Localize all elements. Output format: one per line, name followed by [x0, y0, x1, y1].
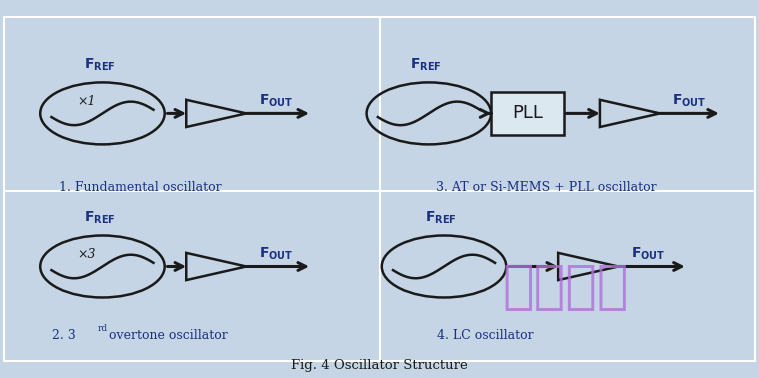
- Text: $\mathbf{F}_{\mathbf{OUT}}$: $\mathbf{F}_{\mathbf{OUT}}$: [631, 246, 665, 262]
- Text: $\mathbf{F}_{\mathbf{REF}}$: $\mathbf{F}_{\mathbf{REF}}$: [410, 57, 442, 73]
- Text: PLL: PLL: [512, 104, 543, 122]
- Text: rd: rd: [97, 324, 107, 333]
- Text: $\mathbf{F}_{\mathbf{REF}}$: $\mathbf{F}_{\mathbf{REF}}$: [425, 210, 457, 226]
- Text: 3. AT or Si-MEMS + PLL oscillator: 3. AT or Si-MEMS + PLL oscillator: [436, 181, 657, 194]
- Text: ×3: ×3: [77, 248, 96, 261]
- Text: $\mathbf{F}_{\mathbf{OUT}}$: $\mathbf{F}_{\mathbf{OUT}}$: [259, 246, 293, 262]
- Text: $\mathbf{F}_{\mathbf{REF}}$: $\mathbf{F}_{\mathbf{REF}}$: [83, 57, 115, 73]
- Text: Fig. 4 Oscillator Structure: Fig. 4 Oscillator Structure: [291, 359, 468, 372]
- Text: 2. 3: 2. 3: [52, 329, 75, 342]
- Text: $\mathbf{F}_{\mathbf{OUT}}$: $\mathbf{F}_{\mathbf{OUT}}$: [672, 93, 707, 109]
- Bar: [492, 92, 563, 135]
- Text: 龙湖电子: 龙湖电子: [502, 261, 628, 313]
- Text: 4. LC oscillator: 4. LC oscillator: [437, 329, 534, 342]
- Text: 1. Fundamental oscillator: 1. Fundamental oscillator: [59, 181, 222, 194]
- Text: overtone oscillator: overtone oscillator: [105, 329, 228, 342]
- Text: ×1: ×1: [77, 95, 96, 108]
- Text: $\mathbf{F}_{\mathbf{REF}}$: $\mathbf{F}_{\mathbf{REF}}$: [83, 210, 115, 226]
- Text: $\mathbf{F}_{\mathbf{OUT}}$: $\mathbf{F}_{\mathbf{OUT}}$: [259, 93, 293, 109]
